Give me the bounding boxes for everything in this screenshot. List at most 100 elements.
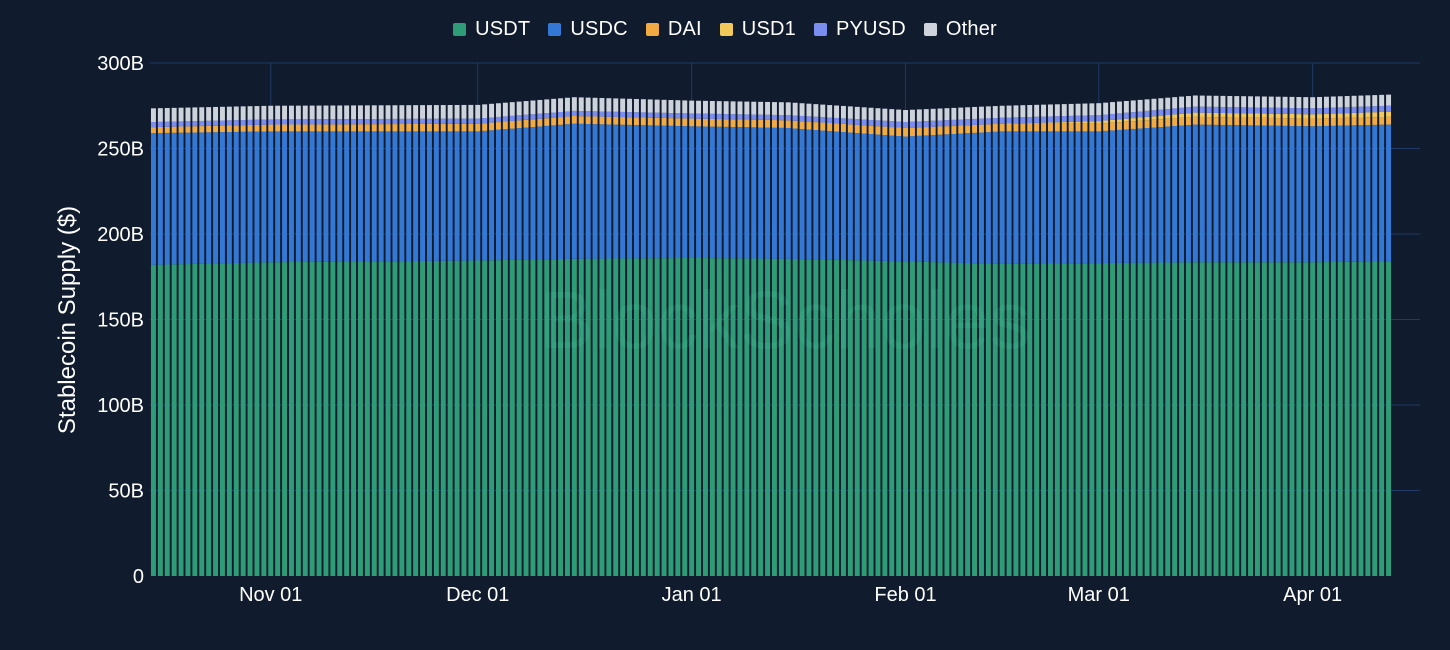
bar-segment-pyusd — [1275, 107, 1281, 114]
bar-segment-other — [730, 101, 736, 115]
bar-segment-other — [778, 102, 784, 116]
bar-segment-other — [1192, 95, 1198, 107]
bar-segment-pyusd — [571, 110, 577, 117]
bar-segment-other — [965, 107, 971, 120]
bar-segment-dai — [364, 124, 370, 132]
legend-item-dai[interactable]: DAI — [645, 18, 702, 41]
bar-segment-pyusd — [613, 111, 619, 117]
bar-segment-usdt — [944, 262, 950, 576]
bar-segment-usdt — [440, 260, 446, 576]
bar-segment-other — [219, 106, 225, 121]
bar-segment-other — [930, 108, 936, 121]
bar-segment-usdt — [461, 260, 467, 576]
bar-segment-other — [378, 105, 384, 119]
bar-segment-other — [523, 101, 529, 115]
bar-segment-usdt — [206, 263, 212, 576]
bar-segment-usdt — [1220, 262, 1226, 576]
bar-segment-pyusd — [1296, 108, 1302, 115]
bar-segment-usdc — [847, 132, 853, 261]
bar-segment-usdt — [454, 260, 460, 576]
bar-segment-usdc — [282, 131, 288, 263]
bar-segment-usdt — [599, 258, 605, 576]
bar-segment-usdt — [323, 261, 329, 576]
bar-series — [150, 94, 1392, 576]
bar-segment-usdt — [495, 260, 501, 576]
bar-segment-usdt — [985, 263, 991, 576]
bar-segment-pyusd — [364, 119, 370, 125]
bar-segment-usdt — [820, 259, 826, 576]
bar-segment-usdt — [516, 259, 522, 576]
bar-segment-usd1 — [1268, 113, 1274, 118]
bar-segment-pyusd — [1130, 112, 1136, 119]
bar-segment-usdc — [1165, 126, 1171, 263]
bar-segment-usdc — [1310, 126, 1316, 263]
bar-segment-usdc — [351, 131, 357, 262]
bar-segment-pyusd — [226, 120, 232, 126]
bar-segment-dai — [1082, 123, 1088, 132]
bar-segment-usd1 — [1351, 112, 1357, 118]
bar-segment-dai — [295, 124, 301, 132]
bar-segment-other — [440, 105, 446, 119]
bar-segment-usdc — [240, 131, 246, 263]
bar-segment-usdt — [1317, 262, 1323, 576]
bar-segment-usdt — [1282, 262, 1288, 576]
bar-segment-usdc — [1365, 125, 1371, 262]
legend-item-usd1[interactable]: USD1 — [719, 18, 796, 41]
bar-segment-usdc — [723, 126, 729, 259]
bar-segment-dai — [1261, 117, 1267, 126]
bar-segment-dai — [1179, 117, 1185, 126]
bar-segment-other — [392, 105, 398, 119]
bar-segment-usdt — [689, 257, 695, 576]
bar-segment-dai — [1110, 122, 1116, 131]
bar-segment-pyusd — [344, 119, 350, 125]
bar-segment-usdc — [1110, 130, 1116, 263]
bar-segment-usdt — [958, 262, 964, 576]
bar-segment-dai — [185, 126, 191, 133]
bar-segment-pyusd — [972, 118, 978, 125]
bar-segment-usdt — [1172, 262, 1178, 576]
bar-segment-usdc — [516, 128, 522, 260]
bar-segment-pyusd — [806, 116, 812, 122]
legend-item-usdt[interactable]: USDT — [453, 18, 530, 41]
bar-segment-usdc — [302, 131, 308, 262]
bar-segment-dai — [275, 124, 281, 132]
bar-segment-pyusd — [1034, 116, 1040, 123]
bar-segment-usdc — [233, 131, 239, 263]
bar-segment-usdc — [1213, 124, 1219, 263]
bar-segment-other — [1323, 96, 1329, 108]
bar-segment-usdt — [1358, 261, 1364, 576]
bar-segment-other — [654, 99, 660, 113]
bar-segment-pyusd — [709, 113, 715, 119]
bar-segment-usdc — [495, 129, 501, 261]
bar-segment-other — [1061, 104, 1067, 117]
bar-segment-usdc — [696, 126, 702, 258]
legend-item-pyusd[interactable]: PYUSD — [813, 18, 906, 41]
bar-segment-usdt — [723, 258, 729, 576]
bar-segment-dai — [378, 124, 384, 132]
bar-segment-pyusd — [295, 119, 301, 125]
bar-segment-other — [206, 107, 212, 121]
bar-segment-usd1 — [1199, 112, 1205, 117]
bar-segment-pyusd — [1013, 117, 1019, 124]
bar-segment-usd1 — [1144, 116, 1150, 121]
legend-item-other[interactable]: Other — [923, 18, 997, 41]
bar-segment-dai — [1130, 121, 1136, 129]
bar-segment-usdc — [1061, 131, 1067, 264]
bar-segment-pyusd — [1158, 109, 1164, 116]
bar-segment-usdc — [357, 131, 363, 262]
bar-segment-other — [337, 105, 343, 120]
bar-segment-pyusd — [1082, 115, 1088, 122]
bar-segment-other — [827, 105, 833, 118]
legend-label-usdt: USDT — [475, 18, 531, 40]
bar-segment-dai — [399, 124, 405, 132]
bar-segment-pyusd — [882, 120, 888, 127]
bar-segment-usdt — [482, 260, 488, 576]
bar-segment-dai — [392, 124, 398, 132]
bar-segment-pyusd — [399, 118, 405, 125]
bar-segment-pyusd — [606, 111, 612, 117]
bar-segment-usdc — [1020, 131, 1026, 264]
legend-item-usdc[interactable]: USDC — [548, 18, 628, 41]
bar-segment-usdc — [1227, 125, 1233, 263]
bar-segment-dai — [1041, 123, 1047, 132]
bar-segment-other — [737, 101, 743, 115]
